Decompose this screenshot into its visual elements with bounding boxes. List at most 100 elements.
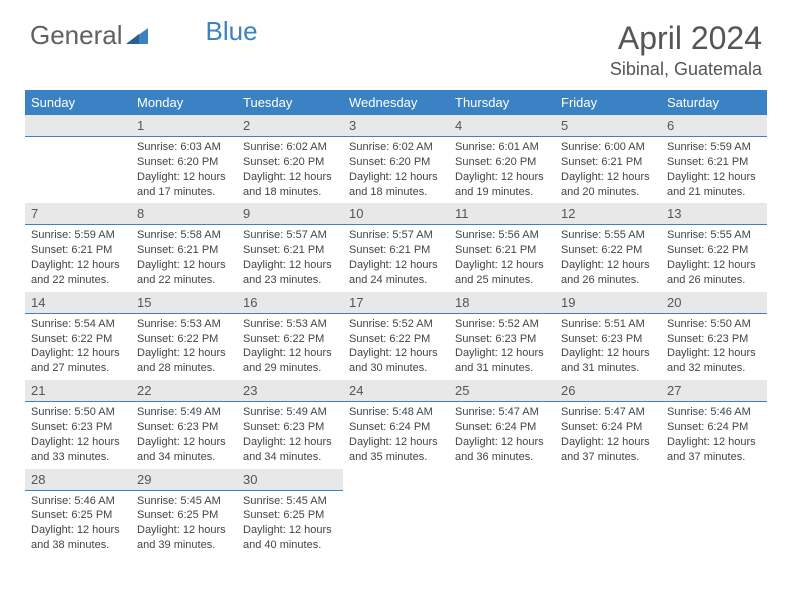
weekday-header: Monday	[131, 90, 237, 115]
day-details: Sunrise: 5:56 AMSunset: 6:21 PMDaylight:…	[449, 225, 555, 291]
calendar-day-cell: 29Sunrise: 5:45 AMSunset: 6:25 PMDayligh…	[131, 469, 237, 557]
day-number: 14	[25, 292, 131, 314]
calendar-day-cell: 23Sunrise: 5:49 AMSunset: 6:23 PMDayligh…	[237, 380, 343, 468]
calendar-day-cell	[25, 115, 131, 203]
day-number: 28	[25, 469, 131, 491]
day-number: 20	[661, 292, 767, 314]
calendar-day-cell: 2Sunrise: 6:02 AMSunset: 6:20 PMDaylight…	[237, 115, 343, 203]
day-details: Sunrise: 5:51 AMSunset: 6:23 PMDaylight:…	[555, 314, 661, 380]
calendar-day-cell: 16Sunrise: 5:53 AMSunset: 6:22 PMDayligh…	[237, 292, 343, 380]
day-number: 25	[449, 380, 555, 402]
calendar-day-cell: 1Sunrise: 6:03 AMSunset: 6:20 PMDaylight…	[131, 115, 237, 203]
calendar-day-cell: 17Sunrise: 5:52 AMSunset: 6:22 PMDayligh…	[343, 292, 449, 380]
day-details: Sunrise: 5:47 AMSunset: 6:24 PMDaylight:…	[449, 402, 555, 468]
day-details: Sunrise: 5:52 AMSunset: 6:23 PMDaylight:…	[449, 314, 555, 380]
day-number: 3	[343, 115, 449, 137]
calendar-day-cell	[661, 469, 767, 557]
day-details: Sunrise: 6:02 AMSunset: 6:20 PMDaylight:…	[237, 137, 343, 203]
calendar-day-cell: 12Sunrise: 5:55 AMSunset: 6:22 PMDayligh…	[555, 203, 661, 291]
day-number: 9	[237, 203, 343, 225]
day-details: Sunrise: 5:48 AMSunset: 6:24 PMDaylight:…	[343, 402, 449, 468]
day-number: 13	[661, 203, 767, 225]
calendar-day-cell: 22Sunrise: 5:49 AMSunset: 6:23 PMDayligh…	[131, 380, 237, 468]
location-text: Sibinal, Guatemala	[610, 59, 762, 80]
title-block: April 2024 Sibinal, Guatemala	[610, 20, 762, 80]
day-number: 19	[555, 292, 661, 314]
day-number: 23	[237, 380, 343, 402]
calendar-day-cell: 18Sunrise: 5:52 AMSunset: 6:23 PMDayligh…	[449, 292, 555, 380]
calendar-day-cell: 26Sunrise: 5:47 AMSunset: 6:24 PMDayligh…	[555, 380, 661, 468]
calendar-day-cell: 20Sunrise: 5:50 AMSunset: 6:23 PMDayligh…	[661, 292, 767, 380]
day-number: 26	[555, 380, 661, 402]
calendar-day-cell: 27Sunrise: 5:46 AMSunset: 6:24 PMDayligh…	[661, 380, 767, 468]
day-details: Sunrise: 5:47 AMSunset: 6:24 PMDaylight:…	[555, 402, 661, 468]
calendar-week-row: 1Sunrise: 6:03 AMSunset: 6:20 PMDaylight…	[25, 115, 767, 203]
day-details: Sunrise: 6:02 AMSunset: 6:20 PMDaylight:…	[343, 137, 449, 203]
calendar-day-cell: 5Sunrise: 6:00 AMSunset: 6:21 PMDaylight…	[555, 115, 661, 203]
page-header: General Blue April 2024 Sibinal, Guatema…	[0, 0, 792, 90]
day-details: Sunrise: 5:45 AMSunset: 6:25 PMDaylight:…	[131, 491, 237, 557]
day-details: Sunrise: 6:00 AMSunset: 6:21 PMDaylight:…	[555, 137, 661, 203]
day-details: Sunrise: 5:57 AMSunset: 6:21 PMDaylight:…	[343, 225, 449, 291]
month-title: April 2024	[610, 20, 762, 57]
calendar-day-cell: 9Sunrise: 5:57 AMSunset: 6:21 PMDaylight…	[237, 203, 343, 291]
day-number: 8	[131, 203, 237, 225]
calendar-week-row: 21Sunrise: 5:50 AMSunset: 6:23 PMDayligh…	[25, 380, 767, 468]
calendar-day-cell: 7Sunrise: 5:59 AMSunset: 6:21 PMDaylight…	[25, 203, 131, 291]
calendar-day-cell: 21Sunrise: 5:50 AMSunset: 6:23 PMDayligh…	[25, 380, 131, 468]
weekday-header: Thursday	[449, 90, 555, 115]
calendar-day-cell: 8Sunrise: 5:58 AMSunset: 6:21 PMDaylight…	[131, 203, 237, 291]
calendar-day-cell: 6Sunrise: 5:59 AMSunset: 6:21 PMDaylight…	[661, 115, 767, 203]
day-number: 6	[661, 115, 767, 137]
day-details: Sunrise: 5:53 AMSunset: 6:22 PMDaylight:…	[131, 314, 237, 380]
empty-daynum	[25, 115, 131, 137]
day-details: Sunrise: 5:50 AMSunset: 6:23 PMDaylight:…	[661, 314, 767, 380]
calendar-day-cell: 14Sunrise: 5:54 AMSunset: 6:22 PMDayligh…	[25, 292, 131, 380]
day-number: 17	[343, 292, 449, 314]
day-number: 5	[555, 115, 661, 137]
day-details: Sunrise: 5:45 AMSunset: 6:25 PMDaylight:…	[237, 491, 343, 557]
weekday-header: Sunday	[25, 90, 131, 115]
day-number: 15	[131, 292, 237, 314]
weekday-header: Wednesday	[343, 90, 449, 115]
day-number: 1	[131, 115, 237, 137]
calendar-week-row: 14Sunrise: 5:54 AMSunset: 6:22 PMDayligh…	[25, 292, 767, 380]
day-details: Sunrise: 5:58 AMSunset: 6:21 PMDaylight:…	[131, 225, 237, 291]
calendar-day-cell: 4Sunrise: 6:01 AMSunset: 6:20 PMDaylight…	[449, 115, 555, 203]
calendar-day-cell	[343, 469, 449, 557]
day-details: Sunrise: 5:54 AMSunset: 6:22 PMDaylight:…	[25, 314, 131, 380]
day-details: Sunrise: 5:46 AMSunset: 6:25 PMDaylight:…	[25, 491, 131, 557]
logo-triangle-icon	[126, 20, 148, 51]
day-number: 4	[449, 115, 555, 137]
day-number: 16	[237, 292, 343, 314]
day-details: Sunrise: 6:01 AMSunset: 6:20 PMDaylight:…	[449, 137, 555, 203]
calendar-day-cell: 19Sunrise: 5:51 AMSunset: 6:23 PMDayligh…	[555, 292, 661, 380]
calendar-day-cell	[449, 469, 555, 557]
calendar-day-cell: 25Sunrise: 5:47 AMSunset: 6:24 PMDayligh…	[449, 380, 555, 468]
day-number: 27	[661, 380, 767, 402]
day-number: 11	[449, 203, 555, 225]
calendar-day-cell	[555, 469, 661, 557]
day-details: Sunrise: 5:49 AMSunset: 6:23 PMDaylight:…	[237, 402, 343, 468]
day-details: Sunrise: 5:49 AMSunset: 6:23 PMDaylight:…	[131, 402, 237, 468]
calendar-day-cell: 24Sunrise: 5:48 AMSunset: 6:24 PMDayligh…	[343, 380, 449, 468]
day-details: Sunrise: 5:53 AMSunset: 6:22 PMDaylight:…	[237, 314, 343, 380]
calendar-week-row: 7Sunrise: 5:59 AMSunset: 6:21 PMDaylight…	[25, 203, 767, 291]
calendar-day-cell: 30Sunrise: 5:45 AMSunset: 6:25 PMDayligh…	[237, 469, 343, 557]
day-details: Sunrise: 5:52 AMSunset: 6:22 PMDaylight:…	[343, 314, 449, 380]
day-number: 12	[555, 203, 661, 225]
day-number: 10	[343, 203, 449, 225]
day-details: Sunrise: 5:59 AMSunset: 6:21 PMDaylight:…	[661, 137, 767, 203]
weekday-header: Friday	[555, 90, 661, 115]
logo-text-2: Blue	[206, 16, 258, 47]
calendar-table: SundayMondayTuesdayWednesdayThursdayFrid…	[25, 90, 767, 557]
day-details: Sunrise: 5:55 AMSunset: 6:22 PMDaylight:…	[555, 225, 661, 291]
calendar-day-cell: 15Sunrise: 5:53 AMSunset: 6:22 PMDayligh…	[131, 292, 237, 380]
calendar-day-cell: 28Sunrise: 5:46 AMSunset: 6:25 PMDayligh…	[25, 469, 131, 557]
calendar-day-cell: 11Sunrise: 5:56 AMSunset: 6:21 PMDayligh…	[449, 203, 555, 291]
calendar-week-row: 28Sunrise: 5:46 AMSunset: 6:25 PMDayligh…	[25, 469, 767, 557]
day-number: 24	[343, 380, 449, 402]
day-number: 30	[237, 469, 343, 491]
day-number: 22	[131, 380, 237, 402]
calendar-day-cell: 13Sunrise: 5:55 AMSunset: 6:22 PMDayligh…	[661, 203, 767, 291]
